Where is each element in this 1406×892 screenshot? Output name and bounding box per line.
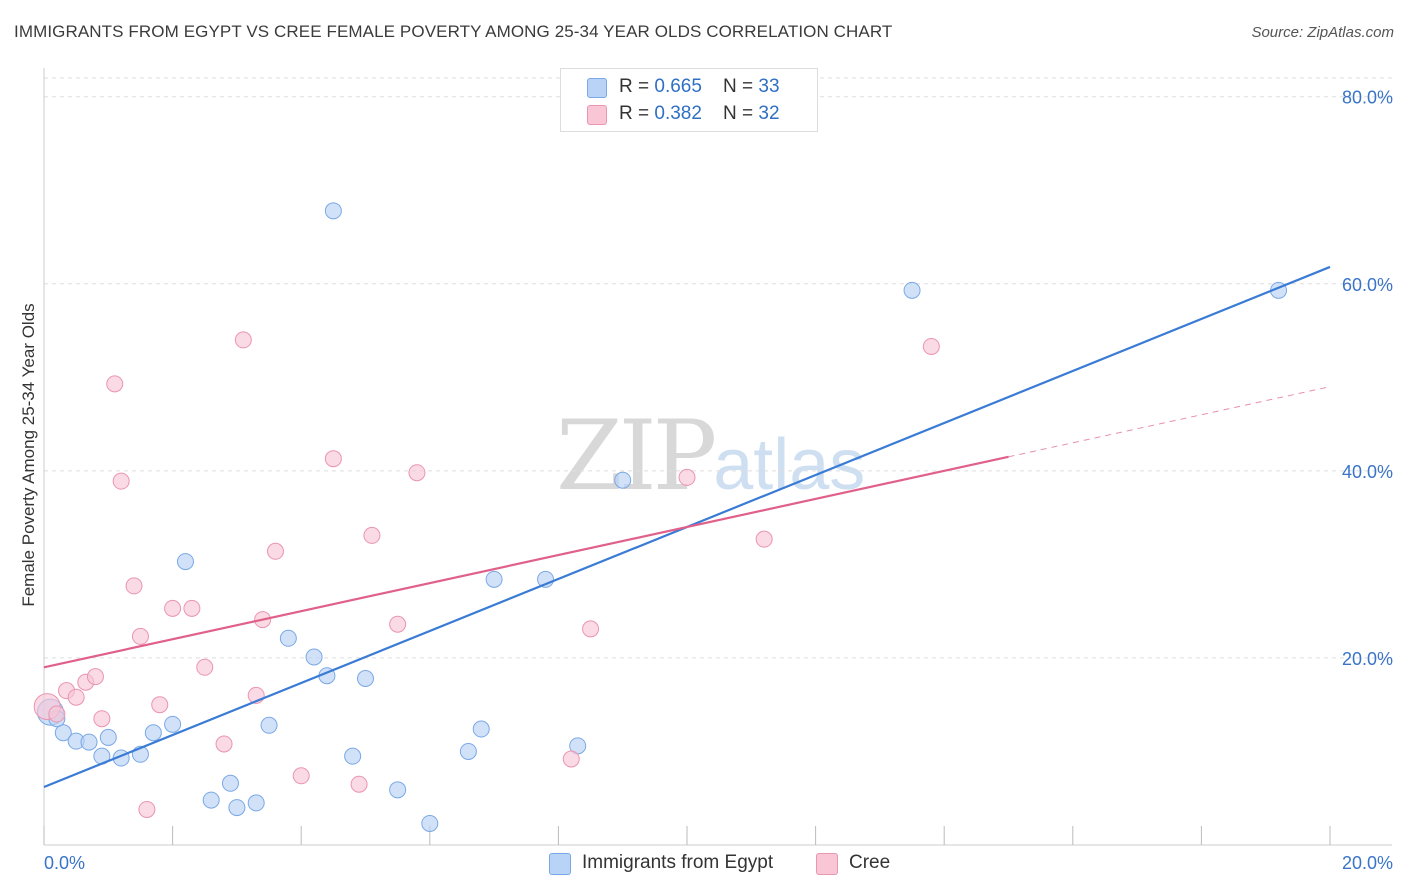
cree-point (67, 688, 85, 706)
egypt-legend-swatch (549, 853, 571, 875)
y-tick-label: 40.0% (1342, 462, 1393, 482)
egypt-point (176, 553, 194, 571)
r-value: 0.382 (654, 103, 702, 124)
legend-row-egypt-text: R = 0.665 N = 33 (619, 76, 780, 98)
egypt-swatch (587, 78, 607, 98)
cree-point (266, 542, 284, 560)
x-tick-label: 0.0% (44, 853, 85, 873)
legend-row-cree-text: R = 0.382 N = 32 (619, 103, 780, 125)
cree-legend-label: Cree (849, 852, 891, 873)
y-tick-label: 20.0% (1342, 649, 1393, 669)
cree-swatch (587, 105, 607, 125)
egypt-point (485, 570, 503, 588)
cree-point (292, 767, 310, 785)
n-value: 33 (758, 76, 780, 97)
egypt-point (357, 670, 374, 688)
egypt-point (228, 799, 246, 817)
egypt-point (80, 733, 98, 751)
cree-point (93, 710, 111, 728)
chart-title: IMMIGRANTS FROM EGYPT VS CREE FEMALE POV… (14, 22, 893, 41)
x-tick-label: 20.0% (1342, 853, 1393, 873)
cree-point (164, 599, 182, 617)
egypt-point (305, 648, 323, 666)
cree-trend-extension (1008, 386, 1331, 458)
egypt-point (389, 781, 407, 799)
egypt-point (247, 794, 265, 812)
y-tick-label: 80.0% (1342, 88, 1393, 108)
cree-point (183, 599, 201, 617)
cree-point (363, 526, 381, 544)
egypt-point (459, 742, 477, 760)
cree-point (234, 331, 252, 349)
cree-point (131, 627, 149, 645)
n-label: N = (723, 76, 759, 97)
egypt-point (99, 728, 117, 746)
egypt-point (472, 720, 490, 738)
cree-point (350, 775, 368, 793)
egypt-point (54, 724, 72, 742)
y-tick-label: 60.0% (1342, 275, 1393, 295)
r-value: 0.665 (654, 76, 702, 97)
egypt-point (614, 471, 632, 489)
cree-point (408, 464, 426, 482)
cree-point (324, 450, 342, 468)
egypt-point (260, 716, 278, 734)
egypt-point (202, 791, 220, 809)
egypt-point (324, 202, 342, 220)
source-label: Source: ZipAtlas.com (1251, 24, 1394, 41)
cree-legend-swatch (816, 853, 838, 875)
egypt-point (164, 715, 182, 733)
cree-point (196, 658, 214, 676)
r-label: R = (619, 76, 655, 97)
cree-point (582, 620, 600, 638)
egypt-legend-label: Immigrants from Egypt (582, 852, 774, 873)
cree-point (389, 615, 407, 633)
cree-point (755, 530, 773, 548)
cree-point (215, 735, 233, 753)
watermark-zip: ZIP (556, 400, 717, 512)
cree-point (562, 750, 580, 768)
cree-point (151, 696, 169, 714)
cree-point (138, 800, 156, 818)
egypt-point (344, 747, 362, 765)
egypt-point (421, 814, 439, 832)
n-label: N = (723, 103, 759, 124)
r-label: R = (619, 103, 655, 124)
n-value: 32 (758, 103, 780, 124)
egypt-point (279, 629, 297, 647)
egypt-point (144, 724, 162, 742)
cree-point (112, 472, 130, 490)
cree-trend-line (43, 455, 1009, 669)
cree-point (125, 577, 143, 595)
cree-point (922, 337, 940, 355)
cree-point (48, 705, 66, 723)
egypt-point (903, 281, 921, 299)
egypt-point (221, 774, 239, 792)
correlation-legend: R = 0.665 N = 33 R = 0.382 N = 32 (560, 68, 818, 132)
cree-point (86, 668, 104, 686)
cree-point (678, 468, 696, 486)
y-axis-label: Female Poverty Among 25-34 Year Olds (19, 303, 38, 607)
cree-point (106, 375, 124, 393)
